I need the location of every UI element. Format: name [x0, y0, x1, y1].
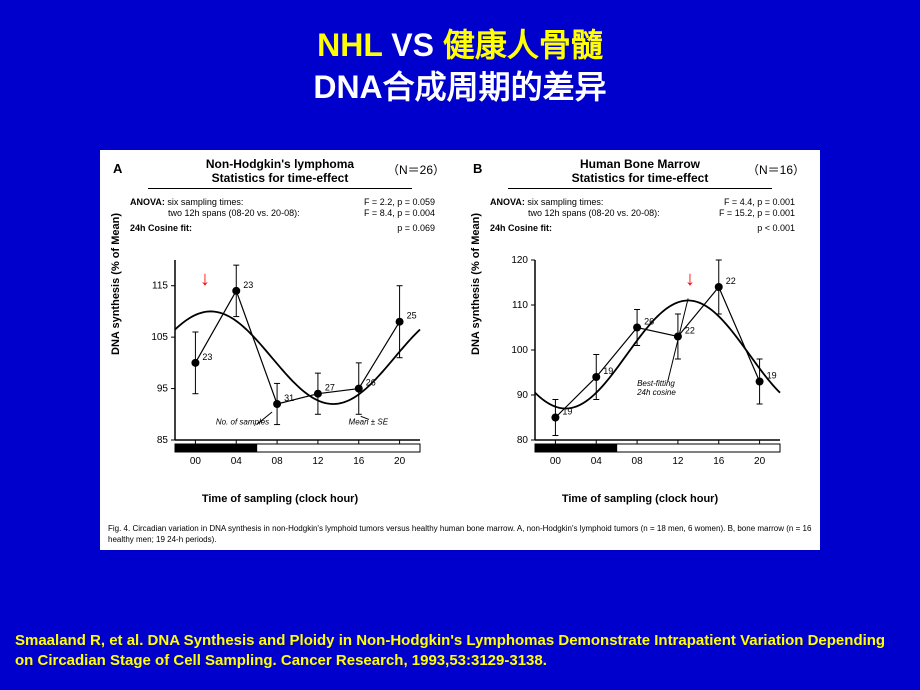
title-rest: 健康人骨髓 [443, 27, 603, 63]
svg-text:00: 00 [550, 456, 562, 467]
svg-text:31: 31 [284, 393, 294, 403]
svg-text:90: 90 [517, 390, 529, 401]
slide: NHL VS 健康人骨髓 DNA合成周期的差异 A （N＝26） Non-Hod… [0, 0, 920, 690]
figure-container: A （N＝26） Non-Hodgkin's lymphoma Statisti… [100, 150, 820, 550]
svg-text:16: 16 [353, 456, 365, 467]
svg-text:04: 04 [591, 456, 603, 467]
svg-text:12: 12 [672, 456, 684, 467]
panel-b-n: （N＝16） [747, 161, 805, 178]
svg-text:25: 25 [407, 311, 417, 321]
panel-a-xlabel: Time of sampling (clock hour) [105, 493, 455, 505]
svg-text:20: 20 [394, 456, 406, 467]
svg-text:No. of samples: No. of samples [216, 418, 269, 427]
svg-text:23: 23 [202, 352, 212, 362]
red-arrow-icon: ↓ [200, 268, 210, 291]
svg-text:08: 08 [272, 456, 284, 467]
svg-text:26: 26 [366, 378, 376, 388]
anova-l2: two 12h spans (08-20 vs. 20-08): [130, 208, 300, 220]
cosine-b-r: p < 0.001 [757, 223, 795, 235]
anova-b-l2: two 12h spans (08-20 vs. 20-08): [490, 208, 660, 220]
panel-a-chart: 85 95 105 115 00 04 08 12 16 20 23 23 31 27 26 25 No. of… [140, 250, 430, 485]
title-vs: VS [382, 27, 442, 63]
svg-text:08: 08 [632, 456, 644, 467]
panel-b-label: B [473, 161, 482, 176]
svg-text:27: 27 [325, 383, 335, 393]
title-line-2: DNA合成周期的差异 [0, 67, 920, 109]
anova-b-l1: six sampling times: [527, 197, 603, 207]
panel-a-label: A [113, 161, 122, 176]
panel-b-ylabel: DNA synthesis (% of Mean) [470, 213, 482, 355]
svg-text:85: 85 [157, 435, 169, 446]
svg-text:19: 19 [562, 407, 572, 417]
anova-l1: six sampling times: [167, 197, 243, 207]
svg-text:19: 19 [603, 366, 613, 376]
panel-a-stats: ANOVA: six sampling times: F = 2.2, p = … [105, 193, 455, 237]
svg-text:04: 04 [231, 456, 243, 467]
svg-text:22: 22 [726, 276, 736, 286]
svg-text:24h cosine: 24h cosine [636, 388, 676, 397]
red-arrow-icon: ↓ [685, 268, 695, 291]
panel-b-xlabel: Time of sampling (clock hour) [465, 493, 815, 505]
svg-text:22: 22 [685, 326, 695, 336]
svg-text:100: 100 [511, 345, 528, 356]
cosine-b-l: 24h Cosine fit: [490, 223, 552, 235]
panel-b-chart: 80 90 100 110 120 00 04 08 12 16 20 19 19 26 22 22 19 Bes… [500, 250, 790, 485]
svg-text:19: 19 [767, 371, 777, 381]
svg-text:115: 115 [152, 281, 168, 292]
anova-label: ANOVA: [130, 197, 165, 207]
svg-text:Best-fitting: Best-fitting [637, 379, 675, 388]
svg-text:20: 20 [754, 456, 766, 467]
svg-text:105: 105 [151, 332, 168, 343]
svg-text:00: 00 [190, 456, 202, 467]
svg-text:80: 80 [517, 435, 529, 446]
title-nhl: NHL [317, 27, 382, 63]
svg-text:120: 120 [511, 255, 528, 266]
panel-a-ylabel: DNA synthesis (% of Mean) [110, 213, 122, 355]
svg-text:26: 26 [644, 317, 654, 327]
figure-caption: Fig. 4. Circadian variation in DNA synth… [108, 524, 812, 545]
anova-label-b: ANOVA: [490, 197, 525, 207]
svg-text:12: 12 [312, 456, 324, 467]
svg-text:23: 23 [243, 280, 253, 290]
anova-b-r1: F = 4.4, p = 0.001 [724, 197, 795, 209]
panel-b: B （N＝16） Human Bone Marrow Statistics fo… [465, 155, 815, 535]
svg-text:95: 95 [157, 384, 169, 395]
anova-r1: F = 2.2, p = 0.059 [364, 197, 435, 209]
panel-a-n: （N＝26） [387, 161, 445, 178]
slide-title: NHL VS 健康人骨髓 DNA合成周期的差异 [0, 0, 920, 108]
cosine-l: 24h Cosine fit: [130, 223, 192, 235]
cosine-r: p = 0.069 [397, 223, 435, 235]
anova-b-r2: F = 15.2, p = 0.001 [719, 208, 795, 220]
panel-a: A （N＝26） Non-Hodgkin's lymphoma Statisti… [105, 155, 455, 535]
svg-text:16: 16 [713, 456, 725, 467]
citation: Smaaland R, et al. DNA Synthesis and Plo… [15, 631, 905, 670]
title-line-1: NHL VS 健康人骨髓 [0, 25, 920, 67]
svg-text:110: 110 [512, 300, 528, 311]
panel-b-stats: ANOVA: six sampling times: F = 4.4, p = … [465, 193, 815, 237]
anova-r2: F = 8.4, p = 0.004 [364, 208, 435, 220]
